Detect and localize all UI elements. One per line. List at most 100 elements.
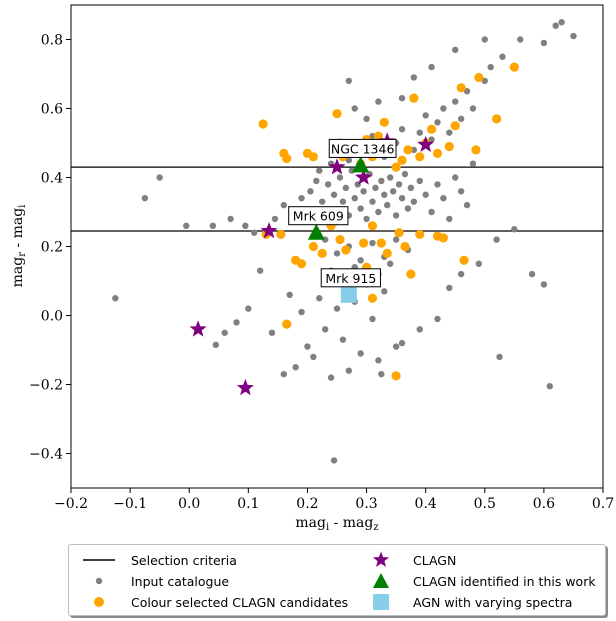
identified-clagn-point bbox=[352, 156, 370, 173]
annotation-label: Mrk 609 bbox=[288, 206, 349, 226]
input-point bbox=[304, 343, 311, 350]
input-point bbox=[330, 191, 338, 198]
candidate-point bbox=[335, 235, 345, 245]
input-point bbox=[324, 181, 332, 188]
axis-ticks: −0.2 −0.1 0.0 0.1 0.2 0.3 0.4 0.5 0.6 0.7 −0.4 −0.2… bbox=[29, 33, 614, 513]
legend-item-clagn: CLAGN bbox=[363, 550, 456, 570]
input-point bbox=[286, 291, 293, 298]
candidate-point bbox=[359, 238, 369, 248]
candidate-point bbox=[406, 269, 416, 279]
input-point bbox=[221, 329, 228, 336]
input-point bbox=[292, 364, 299, 371]
input-point bbox=[398, 339, 406, 347]
candidate-point bbox=[276, 229, 286, 240]
x-tick-label: 0.6 bbox=[533, 496, 555, 512]
input-point bbox=[256, 267, 264, 274]
x-tick-label: 0.3 bbox=[355, 496, 377, 512]
candidate-point bbox=[456, 83, 466, 93]
clagn-point bbox=[189, 320, 207, 337]
y-tick-label: 0.4 bbox=[41, 171, 63, 187]
input-point bbox=[209, 222, 217, 229]
input-point bbox=[446, 129, 453, 136]
varying-spectra-point bbox=[340, 286, 357, 303]
input-point bbox=[316, 167, 323, 174]
input-point bbox=[330, 457, 338, 464]
input-point bbox=[156, 174, 163, 181]
input-point bbox=[313, 177, 320, 185]
y-tick-label: 0.0 bbox=[41, 309, 63, 325]
input-point bbox=[375, 357, 382, 364]
candidate-point bbox=[382, 248, 392, 258]
candidate-point bbox=[400, 241, 410, 252]
annotations: NGC 1346 Mrk 609 Mrk 915 bbox=[288, 138, 397, 288]
legend-label: Input catalogue bbox=[131, 573, 230, 589]
candidate-point bbox=[474, 72, 484, 83]
input-point bbox=[416, 326, 423, 333]
input-point bbox=[245, 305, 252, 312]
annotation-text: Mrk 609 bbox=[293, 209, 344, 224]
input-point bbox=[428, 208, 435, 216]
input-point bbox=[389, 188, 397, 195]
annotation-box bbox=[288, 206, 349, 226]
input-point bbox=[280, 370, 287, 378]
input-point bbox=[457, 270, 465, 278]
candidate-point bbox=[317, 248, 327, 258]
legend-label: Colour selected CLAGN candidates bbox=[131, 594, 349, 610]
input-point bbox=[469, 105, 477, 112]
clagn-point bbox=[355, 168, 373, 185]
annotation-label: Mrk 915 bbox=[320, 268, 381, 288]
legend-item-varying-spectra: AGN with varying spectra bbox=[363, 592, 572, 612]
input-point bbox=[452, 174, 459, 181]
x-axis-label: magi - magz bbox=[295, 515, 378, 533]
input-point bbox=[141, 195, 149, 202]
input-point bbox=[434, 315, 441, 323]
candidate-point bbox=[379, 117, 389, 127]
input-point bbox=[345, 157, 353, 164]
legend-label: CLAGN identified in this work bbox=[413, 573, 596, 589]
candidate-point bbox=[332, 109, 342, 119]
input-point bbox=[387, 174, 394, 181]
input-point bbox=[410, 198, 418, 205]
candidate-point bbox=[409, 93, 419, 103]
legend-item-identified: CLAGN identified in this work bbox=[363, 571, 596, 591]
input-point bbox=[410, 74, 418, 81]
y-tick-label: −0.2 bbox=[29, 378, 63, 394]
scatter-chart: NGC 1346 Mrk 609 Mrk 915 −0.2 −0.1 0.0 0.1 0.2… bbox=[10, 4, 614, 533]
input-point bbox=[298, 195, 305, 202]
input-point bbox=[381, 191, 388, 198]
input-point bbox=[493, 236, 500, 243]
y-tick-label: 0.2 bbox=[41, 240, 63, 256]
input-point bbox=[528, 270, 536, 278]
y-axis-label: magr - magi bbox=[10, 205, 28, 288]
input-point bbox=[351, 105, 358, 112]
y-tick-label: −0.4 bbox=[29, 447, 63, 463]
candidate-point bbox=[459, 255, 469, 265]
input-point bbox=[183, 222, 190, 229]
y-tick-label: 0.6 bbox=[41, 102, 63, 118]
candidate-point bbox=[258, 119, 268, 129]
input-point bbox=[392, 236, 400, 243]
line-icon bbox=[83, 559, 115, 561]
input-point bbox=[496, 353, 503, 361]
input-point bbox=[440, 105, 447, 112]
input-point bbox=[463, 88, 471, 95]
input-point bbox=[369, 239, 376, 247]
input-point bbox=[546, 383, 553, 390]
input-point bbox=[319, 198, 326, 205]
input-point bbox=[499, 53, 506, 60]
orange-circle-icon bbox=[94, 597, 104, 607]
candidate-point bbox=[492, 114, 502, 124]
legend-item-selection-criteria: Selection criteria bbox=[81, 550, 237, 570]
input-point bbox=[363, 215, 370, 223]
input-point bbox=[372, 184, 379, 192]
x-tick-label: −0.2 bbox=[54, 496, 88, 512]
series-dot bbox=[112, 19, 577, 464]
candidate-point bbox=[296, 259, 307, 269]
input-point bbox=[416, 177, 423, 185]
input-point bbox=[310, 353, 317, 361]
input-point bbox=[481, 36, 488, 43]
input-point bbox=[360, 188, 367, 195]
input-point bbox=[446, 284, 453, 292]
x-tick-label: 0.1 bbox=[237, 496, 259, 512]
candidate-point bbox=[432, 148, 443, 158]
